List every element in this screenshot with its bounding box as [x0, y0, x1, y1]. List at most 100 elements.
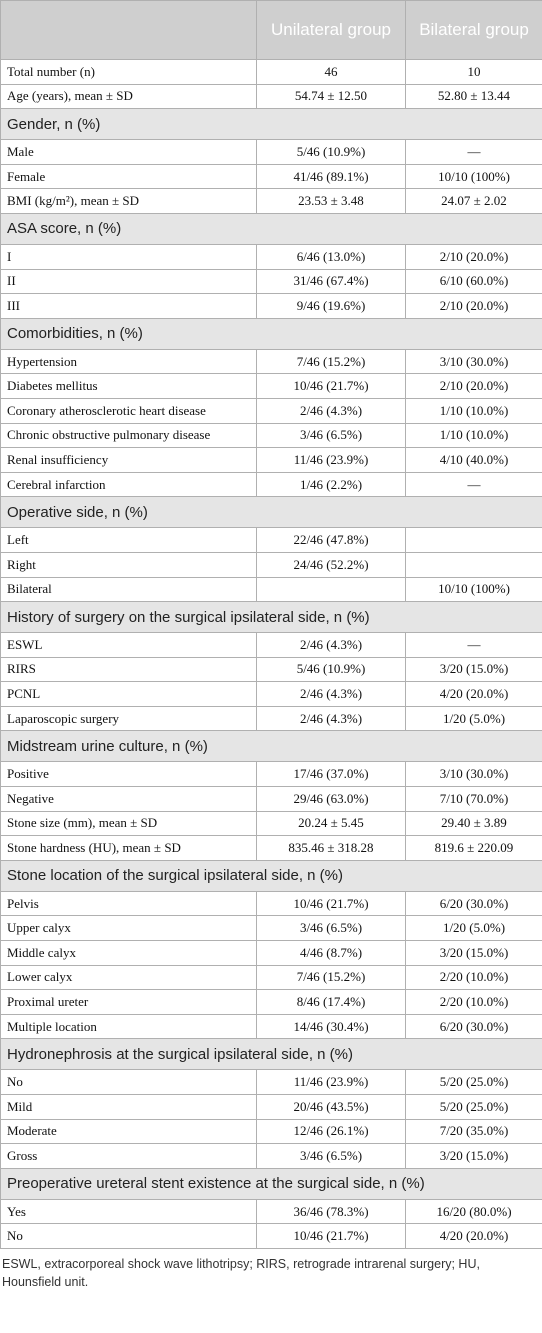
section-row: Gender, n (%) [0, 108, 542, 141]
label-cell: Stone hardness (HU), mean ± SD [0, 835, 257, 861]
value-cell: 10/46 (21.7%) [256, 373, 406, 399]
label-cell: Moderate [0, 1118, 257, 1145]
value-cell [405, 551, 542, 578]
section-row: Midstream urine culture, n (%) [0, 730, 542, 763]
table-row: Laparoscopic surgery 2/46 (4.3%) 1/20 (5.0… [0, 705, 542, 732]
header-cell: Unilateral group [256, 0, 406, 60]
value-cell: 6/20 (30.0%) [405, 1013, 542, 1040]
label-cell: Coronary atherosclerotic heart disease [0, 397, 257, 424]
value-cell: 20.24 ± 5.45 [256, 810, 406, 837]
value-cell: 2/10 (20.0%) [405, 373, 542, 399]
value-cell: 14/46 (30.4%) [256, 1013, 406, 1040]
table-row: Cerebral infarction 1/46 (2.2%) — [0, 471, 542, 498]
table-row: RIRS 5/46 (10.9%) 3/20 (15.0%) [0, 656, 542, 683]
value-cell: 2/10 (20.0%) [405, 243, 542, 270]
table-row: Right 24/46 (52.2%) [0, 551, 542, 578]
value-cell: 12/46 (26.1%) [256, 1118, 406, 1145]
value-cell: 5/46 (10.9%) [256, 656, 406, 683]
section-row: Operative side, n (%) [0, 496, 542, 529]
table-row: Chronic obstructive pulmonary disease 3/4… [0, 422, 542, 449]
table-row: Hypertension 7/46 (15.2%) 3/10 (30.0%) [0, 348, 542, 375]
label-cell: Negative [0, 786, 257, 812]
value-cell: 2/20 (10.0%) [405, 964, 542, 991]
value-cell: 7/46 (15.2%) [256, 964, 406, 991]
section-row: ASA score, n (%) [0, 212, 542, 245]
label-cell: Right [0, 551, 257, 578]
value-cell: — [405, 471, 542, 498]
label-cell: Mild [0, 1094, 257, 1120]
value-cell: 1/10 (10.0%) [405, 422, 542, 449]
value-cell [256, 576, 406, 603]
value-cell: 10/46 (21.7%) [256, 890, 406, 917]
value-cell: 9/46 (19.6%) [256, 293, 406, 319]
value-cell: 3/20 (15.0%) [405, 656, 542, 683]
value-cell: 6/46 (13.0%) [256, 243, 406, 270]
table-row: I 6/46 (13.0%) 2/10 (20.0%) [0, 243, 542, 270]
value-cell: 3/20 (15.0%) [405, 1143, 542, 1169]
value-cell: 23.53 ± 3.48 [256, 188, 406, 214]
value-cell: 1/10 (10.0%) [405, 397, 542, 424]
table-row: Stone hardness (HU), mean ± SD 835.46 ± 3… [0, 835, 542, 861]
value-cell: 3/46 (6.5%) [256, 1143, 406, 1169]
table-row: Male 5/46 (10.9%) — [0, 139, 542, 165]
table-row: Coronary atherosclerotic heart disease 2/… [0, 397, 542, 424]
label-cell: No [0, 1223, 257, 1249]
label-cell: Cerebral infarction [0, 471, 257, 498]
value-cell: 1/46 (2.2%) [256, 471, 406, 498]
value-cell: 819.6 ± 220.09 [405, 835, 542, 861]
value-cell: 24/46 (52.2%) [256, 551, 406, 578]
table-row: Stone size (mm), mean ± SD 20.24 ± 5.45 29… [0, 810, 542, 837]
value-cell: 7/46 (15.2%) [256, 348, 406, 375]
table-row: Age (years), mean ± SD 54.74 ± 12.50 52.80… [0, 83, 542, 110]
table-row: No 11/46 (23.9%) 5/20 (25.0%) [0, 1069, 542, 1095]
table-row: Middle calyx 4/46 (8.7%) 3/20 (15.0%) [0, 940, 542, 966]
value-cell: 52.80 ± 13.44 [405, 83, 542, 110]
label-cell: Age (years), mean ± SD [0, 83, 257, 110]
value-cell: 29.40 ± 3.89 [405, 810, 542, 837]
section-title: Stone location of the surgical ipsilater… [0, 859, 542, 892]
value-cell: 41/46 (89.1%) [256, 163, 406, 190]
table-row: No 10/46 (21.7%) 4/20 (20.0%) [0, 1223, 542, 1249]
label-cell: Positive [0, 761, 257, 788]
section-row: Hydronephrosis at the surgical ipsilater… [0, 1038, 542, 1071]
table-row: Total number (n) 46 10 [0, 59, 542, 85]
table-row: Yes 36/46 (78.3%) 16/20 (80.0%) [0, 1198, 542, 1225]
label-cell: Bilateral [0, 576, 257, 603]
value-cell: 835.46 ± 318.28 [256, 835, 406, 861]
value-cell: 54.74 ± 12.50 [256, 83, 406, 110]
value-cell: 2/10 (20.0%) [405, 293, 542, 319]
value-cell: 3/46 (6.5%) [256, 915, 406, 942]
section-title: Gender, n (%) [0, 108, 542, 141]
value-cell: 20/46 (43.5%) [256, 1094, 406, 1120]
value-cell: 10/46 (21.7%) [256, 1223, 406, 1249]
table-row: Proximal ureter 8/46 (17.4%) 2/20 (10.0%) [0, 989, 542, 1015]
label-cell: Male [0, 139, 257, 165]
label-cell: Stone size (mm), mean ± SD [0, 810, 257, 837]
section-title: ASA score, n (%) [0, 212, 542, 245]
label-cell: PCNL [0, 681, 257, 707]
header-row: Unilateral group Bilateral group [0, 0, 542, 60]
value-cell: 11/46 (23.9%) [256, 447, 406, 473]
value-cell: 11/46 (23.9%) [256, 1069, 406, 1095]
label-cell: Laparoscopic surgery [0, 705, 257, 732]
section-title: Hydronephrosis at the surgical ipsilater… [0, 1038, 542, 1071]
value-cell: 3/20 (15.0%) [405, 940, 542, 966]
table-body: Total number (n) 46 10 Age (years), mean ± … [0, 59, 542, 1249]
label-cell: BMI (kg/m²), mean ± SD [0, 188, 257, 214]
value-cell: 31/46 (67.4%) [256, 268, 406, 295]
header-blank [0, 0, 257, 60]
label-cell: Proximal ureter [0, 989, 257, 1015]
value-cell: 3/46 (6.5%) [256, 422, 406, 449]
section-row: Preoperative ureteral stent existence at… [0, 1167, 542, 1200]
label-cell: Yes [0, 1198, 257, 1225]
table-row: Renal insufficiency 11/46 (23.9%) 4/10 (40… [0, 447, 542, 473]
value-cell: 2/46 (4.3%) [256, 705, 406, 732]
label-cell: Hypertension [0, 348, 257, 375]
table-row: Lower calyx 7/46 (15.2%) 2/20 (10.0%) [0, 964, 542, 991]
label-cell: Multiple location [0, 1013, 257, 1040]
value-cell: 2/20 (10.0%) [405, 989, 542, 1015]
value-cell: 10 [405, 59, 542, 85]
value-cell [405, 527, 542, 553]
table-row: Multiple location 14/46 (30.4%) 6/20 (30.0… [0, 1013, 542, 1040]
